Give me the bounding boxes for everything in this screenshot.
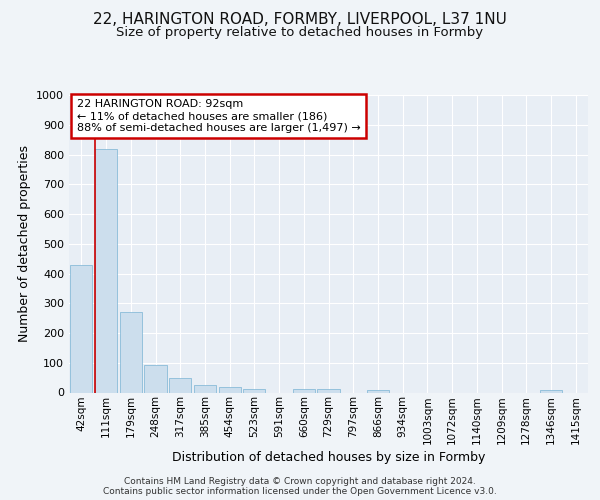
Bar	[293, 388, 315, 392]
Bar	[169, 378, 191, 392]
Bar	[70, 264, 92, 392]
Text: Size of property relative to detached houses in Formby: Size of property relative to detached ho…	[116, 26, 484, 39]
X-axis label: Distribution of detached houses by size in Formby: Distribution of detached houses by size …	[172, 451, 485, 464]
Text: 22, HARINGTON ROAD, FORMBY, LIVERPOOL, L37 1NU: 22, HARINGTON ROAD, FORMBY, LIVERPOOL, L…	[93, 12, 507, 28]
Bar	[194, 385, 216, 392]
Bar	[317, 389, 340, 392]
Text: 22 HARINGTON ROAD: 92sqm
← 11% of detached houses are smaller (186)
88% of semi-: 22 HARINGTON ROAD: 92sqm ← 11% of detach…	[77, 100, 361, 132]
Bar	[367, 390, 389, 392]
Y-axis label: Number of detached properties: Number of detached properties	[17, 145, 31, 342]
Bar	[145, 365, 167, 392]
Bar	[119, 312, 142, 392]
Bar	[540, 390, 562, 392]
Bar	[243, 388, 265, 392]
Bar	[218, 387, 241, 392]
Bar	[95, 149, 117, 392]
Text: Contains HM Land Registry data © Crown copyright and database right 2024.
Contai: Contains HM Land Registry data © Crown c…	[103, 476, 497, 496]
